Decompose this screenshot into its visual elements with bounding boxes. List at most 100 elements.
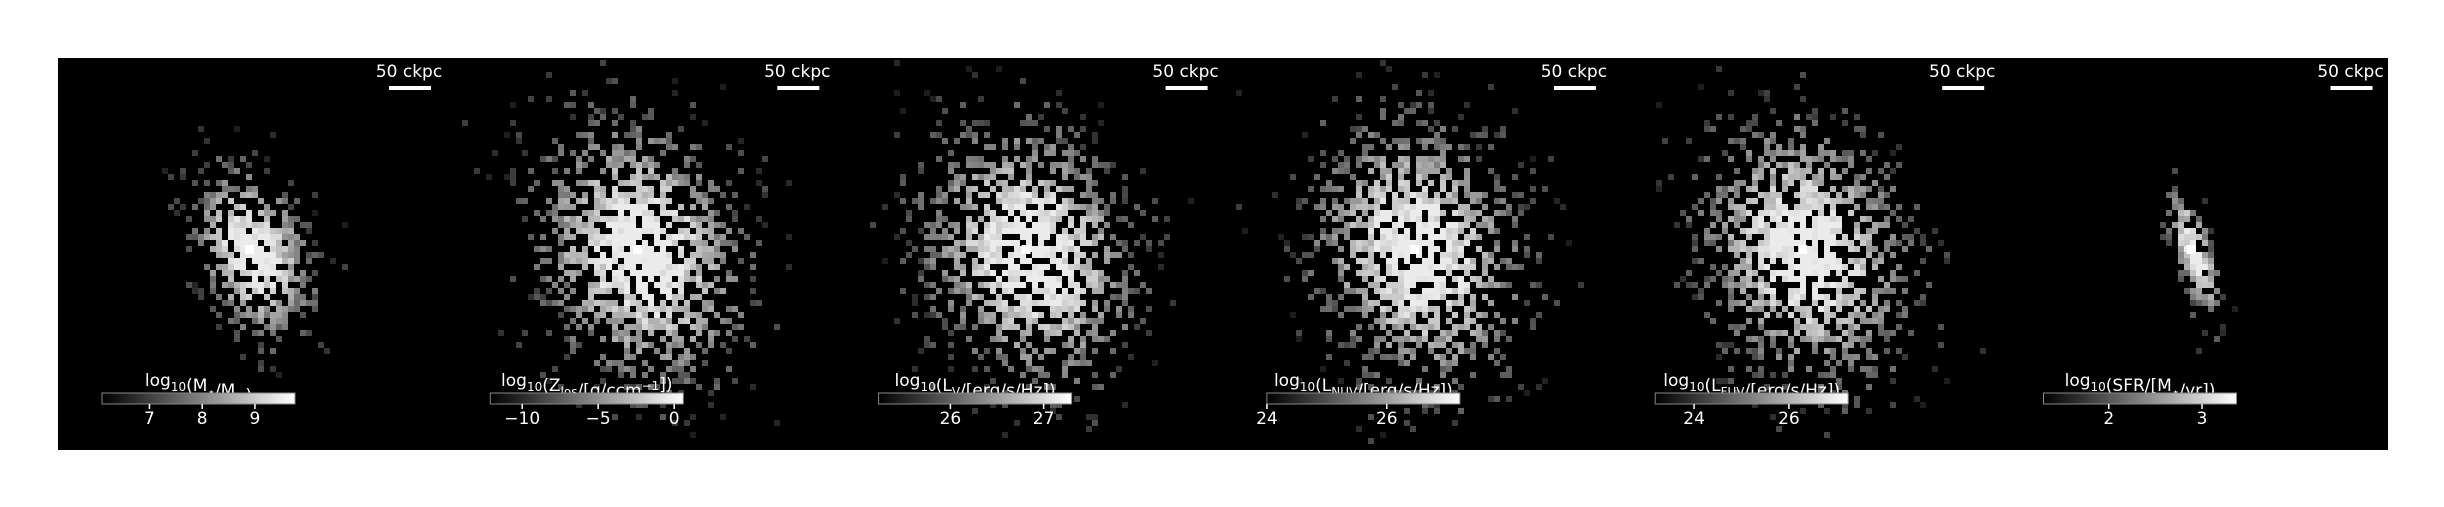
pixel bbox=[1374, 336, 1380, 342]
pixel bbox=[1038, 372, 1044, 378]
pixel bbox=[624, 150, 630, 156]
pixel bbox=[1356, 198, 1362, 204]
pixel bbox=[1140, 282, 1146, 288]
pixel bbox=[690, 192, 696, 198]
pixel bbox=[1380, 234, 1386, 240]
pixel bbox=[270, 300, 276, 306]
pixel bbox=[1878, 276, 1884, 282]
pixel bbox=[1788, 366, 1794, 372]
pixel bbox=[1776, 300, 1782, 306]
pixel bbox=[1470, 264, 1476, 270]
pixel bbox=[1380, 96, 1386, 102]
pixel bbox=[1878, 258, 1884, 264]
pixel bbox=[1452, 252, 1458, 258]
pixel bbox=[654, 306, 660, 312]
pixel bbox=[1086, 282, 1092, 288]
pixel bbox=[702, 228, 708, 234]
pixel bbox=[1914, 228, 1920, 234]
pixel bbox=[576, 216, 582, 222]
pixel bbox=[1764, 204, 1770, 210]
pixel bbox=[1464, 102, 1470, 108]
pixel bbox=[1494, 228, 1500, 234]
pixel bbox=[1692, 240, 1698, 246]
pixel bbox=[1800, 174, 1806, 180]
pixel bbox=[1362, 288, 1368, 294]
pixel bbox=[978, 162, 984, 168]
pixel bbox=[1836, 228, 1842, 234]
pixel bbox=[618, 336, 624, 342]
pixel bbox=[1860, 174, 1866, 180]
pixel bbox=[648, 306, 654, 312]
pixel bbox=[1830, 168, 1836, 174]
pixel bbox=[1866, 240, 1872, 246]
pixel bbox=[540, 216, 546, 222]
pixel bbox=[576, 258, 582, 264]
pixel bbox=[618, 270, 624, 276]
pixel bbox=[1728, 288, 1734, 294]
pixel bbox=[1074, 306, 1080, 312]
pixel bbox=[1398, 318, 1404, 324]
pixel bbox=[1074, 396, 1080, 402]
pixel bbox=[528, 96, 534, 102]
pixel bbox=[1296, 258, 1302, 264]
pixel bbox=[678, 294, 684, 300]
pixel bbox=[1728, 138, 1734, 144]
pixel bbox=[708, 198, 714, 204]
pixel bbox=[1068, 342, 1074, 348]
pixel bbox=[894, 192, 900, 198]
pixel bbox=[918, 168, 924, 174]
pixel bbox=[1824, 246, 1830, 252]
pixel bbox=[684, 156, 690, 162]
pixel bbox=[1428, 240, 1434, 246]
pixel bbox=[1074, 294, 1080, 300]
pixel bbox=[240, 354, 246, 360]
pixel bbox=[936, 234, 942, 240]
pixel bbox=[252, 186, 258, 192]
pixel bbox=[1068, 306, 1074, 312]
pixel bbox=[1788, 162, 1794, 168]
pixel bbox=[726, 276, 732, 282]
pixel bbox=[1488, 228, 1494, 234]
pixel bbox=[1404, 348, 1410, 354]
pixel bbox=[1578, 282, 1584, 288]
pixel bbox=[1290, 174, 1296, 180]
pixel bbox=[276, 246, 282, 252]
pixel bbox=[552, 168, 558, 174]
pixel bbox=[1458, 180, 1464, 186]
pixel bbox=[306, 300, 312, 306]
pixel bbox=[1356, 126, 1362, 132]
pixel bbox=[744, 204, 750, 210]
pixel bbox=[930, 96, 936, 102]
pixel bbox=[690, 432, 696, 438]
pixel bbox=[732, 324, 738, 330]
pixel bbox=[708, 210, 714, 216]
pixel bbox=[204, 234, 210, 240]
pixel bbox=[1368, 204, 1374, 210]
pixel bbox=[672, 234, 678, 240]
pixel bbox=[1746, 258, 1752, 264]
pixel bbox=[684, 270, 690, 276]
pixel bbox=[1728, 114, 1734, 120]
pixel bbox=[1380, 354, 1386, 360]
pixel bbox=[750, 276, 756, 282]
pixel bbox=[648, 174, 654, 180]
pixel bbox=[636, 174, 642, 180]
pixel bbox=[1392, 324, 1398, 330]
pixel bbox=[624, 324, 630, 330]
pixel bbox=[306, 330, 312, 336]
figure-background bbox=[58, 58, 2388, 450]
colorbar-tick-label: 26 bbox=[1376, 409, 1398, 429]
pixel bbox=[954, 240, 960, 246]
pixel bbox=[1002, 144, 1008, 150]
pixel bbox=[1056, 258, 1062, 264]
pixel bbox=[1794, 162, 1800, 168]
pixel bbox=[900, 258, 906, 264]
pixel bbox=[612, 108, 618, 114]
pixel bbox=[1464, 348, 1470, 354]
pixel bbox=[1830, 174, 1836, 180]
pixel bbox=[234, 306, 240, 312]
pixel bbox=[672, 420, 678, 426]
pixel bbox=[954, 246, 960, 252]
pixel bbox=[1542, 294, 1548, 300]
